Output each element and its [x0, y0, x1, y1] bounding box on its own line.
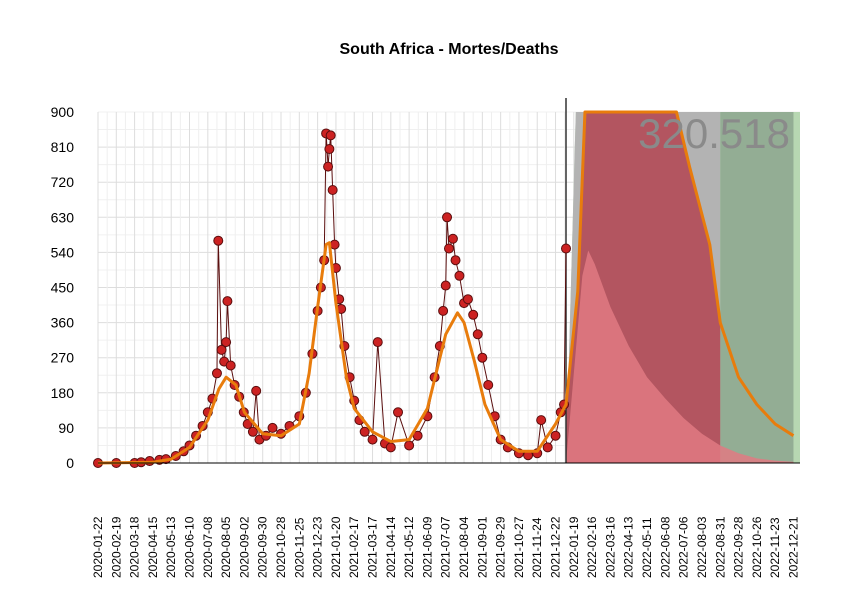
- observed-point: [372, 337, 383, 348]
- y-tick-label: 630: [51, 209, 75, 225]
- x-tick-label: 2020-05-13: [164, 516, 178, 578]
- x-tick-label: 2022-05-11: [640, 517, 654, 578]
- y-tick-label: 810: [51, 139, 75, 155]
- fit-series: [97, 110, 795, 465]
- observed-point: [472, 329, 483, 340]
- observed-point: [542, 442, 553, 453]
- observed-point: [462, 294, 473, 305]
- observed-point: [329, 239, 340, 250]
- observed-point: [468, 309, 479, 320]
- observed-point: [483, 380, 494, 390]
- x-tick-label: 2020-10-28: [274, 516, 288, 578]
- x-tick-label: 2020-02-19: [109, 516, 123, 578]
- x-tick-label: 2022-07-06: [677, 516, 691, 578]
- observed-point: [211, 368, 222, 379]
- x-tick-label: 2021-03-17: [366, 516, 380, 578]
- x-tick-label: 2020-09-02: [237, 516, 251, 578]
- x-tick-label: 2022-06-08: [658, 516, 672, 578]
- y-tick-label: 720: [51, 174, 75, 190]
- x-tick-label: 2020-06-10: [183, 516, 197, 578]
- y-tick-label: 0: [66, 455, 74, 471]
- observed-series: [93, 128, 571, 468]
- x-tick-label: 2021-06-09: [420, 516, 434, 578]
- observed-point: [323, 161, 334, 172]
- observed-point: [477, 352, 488, 363]
- observed-point: [324, 144, 335, 155]
- observed-point: [450, 255, 461, 266]
- x-tick-label: 2020-08-05: [219, 516, 233, 578]
- observed-point: [251, 385, 262, 396]
- observed-point: [440, 280, 451, 291]
- x-tick-label: 2022-12-21: [786, 516, 800, 578]
- observed-point: [247, 426, 258, 437]
- observed-point: [325, 130, 336, 141]
- observed-point: [393, 407, 404, 418]
- x-tick-label: 2021-11-24: [530, 517, 544, 578]
- x-axis-ticks: 2020-01-22 2020-02-19 2020-03-18 2020-04-15…: [91, 516, 800, 578]
- y-tick-label: 270: [51, 350, 75, 366]
- observed-point: [454, 270, 465, 281]
- observed-point: [444, 243, 454, 254]
- x-tick-label: 2021-09-29: [494, 516, 508, 578]
- observed-point: [222, 296, 233, 307]
- observed-point: [221, 337, 232, 348]
- x-tick-label: 2020-03-18: [128, 516, 142, 578]
- observed-point: [438, 305, 449, 316]
- x-tick-label: 2020-12-23: [311, 516, 325, 578]
- y-tick-label: 450: [51, 280, 75, 296]
- x-tick-label: 2020-01-22: [91, 516, 105, 578]
- y-tick-label: 360: [51, 315, 75, 331]
- x-tick-label: 2020-07-08: [201, 516, 215, 578]
- x-tick-label: 2021-07-07: [439, 516, 453, 578]
- observed-point: [536, 415, 547, 426]
- observed-point: [447, 233, 458, 244]
- x-tick-label: 2020-04-15: [146, 516, 160, 578]
- observed-point: [242, 419, 253, 429]
- x-tick-label: 2020-09-30: [256, 516, 270, 578]
- x-tick-label: 2021-04-14: [384, 516, 398, 578]
- x-tick-label: 2020-11-25: [292, 517, 306, 578]
- observed-point: [327, 185, 338, 195]
- observed-point: [550, 430, 561, 441]
- y-tick-label: 540: [51, 244, 75, 260]
- forecast-daily-area: [566, 250, 794, 463]
- y-tick-label: 90: [58, 420, 74, 436]
- observed-point: [225, 360, 236, 371]
- x-tick-label: 2021-01-20: [329, 516, 343, 578]
- y-axis-ticks: 0 90 180 270 360 450 540 630 720 810 900: [51, 104, 75, 471]
- x-tick-label: 2021-12-22: [549, 516, 563, 578]
- x-tick-label: 2021-10-27: [512, 516, 526, 578]
- x-tick-label: 2022-08-03: [695, 516, 709, 578]
- x-tick-label: 2021-05-12: [402, 516, 416, 578]
- observed-point: [359, 426, 370, 437]
- x-tick-label: 2022-09-28: [732, 516, 746, 578]
- x-tick-label: 2022-11-23: [768, 517, 782, 578]
- fit-line: [97, 110, 795, 465]
- x-tick-label: 2022-08-31: [713, 516, 727, 578]
- observed-point: [267, 422, 278, 433]
- observed-point: [404, 440, 415, 451]
- x-tick-label: 2022-03-16: [603, 516, 617, 578]
- x-tick-label: 2021-08-04: [457, 516, 471, 578]
- forecast-area: [565, 98, 800, 463]
- x-tick-label: 2022-02-16: [585, 516, 599, 578]
- observed-point: [561, 243, 571, 254]
- x-tick-label: 2021-02-17: [347, 516, 361, 578]
- chart-title: South Africa - Mortes/Deaths: [340, 41, 559, 58]
- observed-point: [385, 442, 396, 453]
- x-tick-label: 2022-04-13: [622, 516, 636, 578]
- x-tick-label: 2021-09-01: [475, 516, 489, 578]
- observed-point: [213, 235, 224, 246]
- forecast-band-darkgreen: [720, 112, 794, 463]
- observed-point: [442, 212, 453, 223]
- x-tick-label: 2022-10-26: [750, 516, 764, 578]
- observed-point: [367, 434, 378, 445]
- observed-point: [216, 344, 227, 355]
- y-tick-label: 900: [51, 104, 75, 120]
- x-tick-label: 2022-01-19: [567, 516, 581, 578]
- total-annotation: 320.518: [638, 110, 790, 157]
- y-tick-label: 180: [51, 385, 75, 401]
